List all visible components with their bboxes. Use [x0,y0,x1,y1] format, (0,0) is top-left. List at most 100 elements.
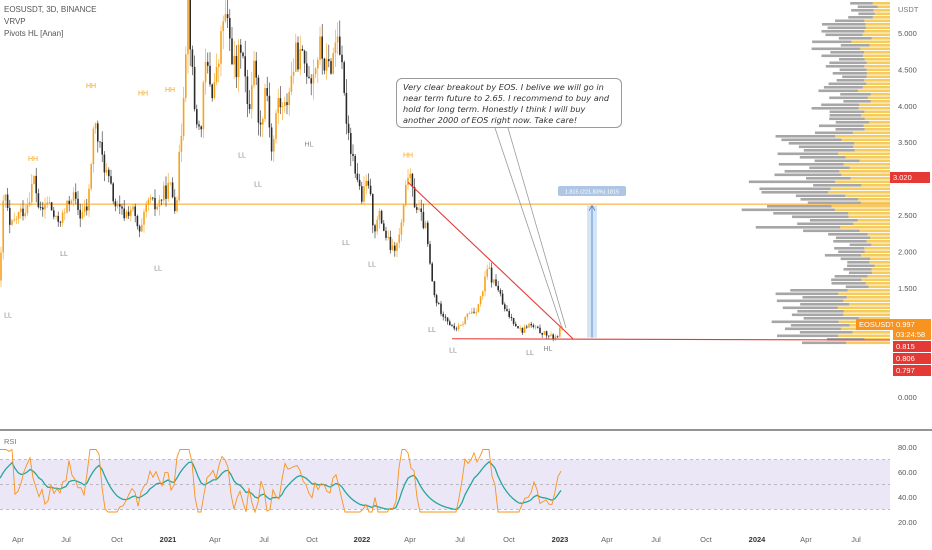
candle-body [460,324,462,326]
rsi-ma-line [0,461,562,511]
candle-body [66,200,68,213]
legend-pivots[interactable]: Pivots HL [Anan] [4,29,64,38]
candle-body [218,63,220,68]
volume-bar-down [791,313,844,317]
price-tick-label: 1.500 [898,284,917,293]
candle-body [418,208,420,210]
volume-bar-down [777,152,839,156]
candle-body [231,38,233,65]
candle-body [46,202,48,205]
volume-bar-up [831,205,890,208]
time-tick-label: Oct [111,535,124,544]
volume-bar-up [864,117,890,121]
legend-symbol[interactable]: EOSUSDT, 3D, BINANCE [4,5,97,14]
price-tag-p3: 0.797 [893,365,931,376]
volume-bar-down [821,30,865,33]
candle-body [451,325,453,326]
candle-body [352,153,354,156]
candle-body [345,92,348,124]
candle-body [453,325,455,329]
volume-bar-up [839,170,890,173]
candle-body [244,56,246,77]
volume-bar-up [860,201,890,205]
candle-body [336,36,339,43]
candle-body [411,173,414,188]
candle-body [77,198,79,210]
candle-body [468,313,471,314]
candle-body [455,328,458,330]
volume-bar-up [858,198,890,201]
candle-body [501,293,504,305]
price-tag-p1: 0.815 [893,341,931,352]
candle-body [488,267,491,270]
volume-bar-up [867,233,890,236]
candle-body [466,313,469,318]
candle-body [204,61,207,83]
volume-bar-up [861,278,890,282]
candle-body [169,182,172,184]
candle-body [149,197,152,200]
volume-bar-up [841,173,890,177]
volume-bar-up [870,100,890,103]
time-tick-label: 2022 [354,535,371,544]
annotation-note[interactable]: Very clear breakout by EOS. I belive we … [396,78,622,128]
candle-body [268,95,271,128]
candle-body [79,209,81,219]
volume-bar-up [835,135,890,138]
candle-body [321,36,323,59]
volume-bar-up [843,313,890,317]
candle-body [442,313,444,317]
volume-bar-down [825,65,865,68]
volume-bar-up [874,12,890,16]
time-tick-label: Apr [209,535,221,544]
candle-body [422,211,425,228]
descending-trendline [407,181,574,340]
candle-body [174,197,176,212]
volume-bar-up [865,26,890,30]
volume-bar-down [782,306,838,310]
volume-bar-down [776,299,844,303]
legend-vrvp[interactable]: VRVP [4,17,26,26]
candle-body [145,204,147,212]
volume-bar-down [845,285,869,289]
volume-bar-up [872,2,890,5]
volume-bar-down [826,338,865,341]
volume-bar-down [823,86,863,89]
candle-body [275,113,277,140]
volume-bar-up [869,261,890,264]
candle-body [171,182,174,198]
volume-bar-up [873,9,890,12]
candle-body [512,317,515,324]
volume-bar-up [830,187,890,191]
volume-bar-down [806,177,851,180]
candle-body [354,155,356,174]
candle-body [103,154,106,173]
candle-body [431,263,433,282]
candle-body [127,211,130,216]
candle-body [101,142,103,155]
candle-body [209,65,211,85]
candle-body [440,303,442,314]
candle-body [26,205,29,214]
candle-body [446,317,449,322]
volume-bar-down [858,12,875,16]
candle-body [55,215,57,217]
candle-body [242,52,244,57]
candle-body [506,309,508,311]
candle-body [108,169,110,177]
candle-body [380,210,383,224]
candle-body [556,336,559,338]
volume-bar-down [766,205,832,208]
candle-body [284,102,286,106]
candle-body [376,219,378,232]
volume-bar-down [828,233,868,236]
candle-body [154,197,156,210]
volume-bar-up [861,184,890,187]
candle-body [559,327,561,337]
price-tick-label: 2.500 [898,211,917,220]
candle-body [152,197,154,199]
candle-body [141,224,143,232]
volume-bar-up [865,282,890,285]
candles [0,0,563,342]
volume-bar-down [777,334,839,338]
